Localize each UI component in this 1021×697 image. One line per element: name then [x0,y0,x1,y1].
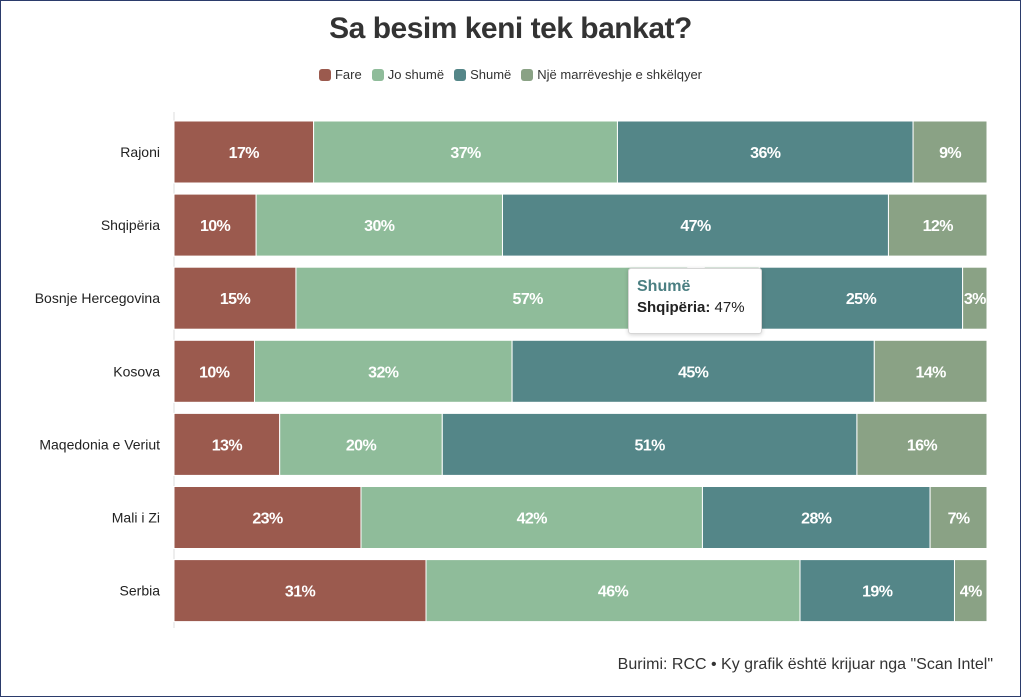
legend-swatch [318,68,331,81]
bar-segment[interactable] [173,193,257,257]
bar-segment[interactable] [701,486,931,549]
legend-label: Jo shumë [387,67,445,82]
data-label: 7% [948,511,970,528]
data-label: 51% [634,437,665,454]
legend-label: Një marrëveshje e shkëlqyer [537,67,703,82]
source-note: Burimi: RCC • Ky grafik është krijuar ng… [617,656,993,673]
chart-title: Sa besim keni tek bankat? [329,12,692,45]
legend-item[interactable]: Jo shumë [371,67,445,82]
legend-item[interactable]: Një marrëveshje e shkëlqyer [521,67,702,82]
bar-segment[interactable] [887,193,988,257]
bar-segment[interactable] [873,339,988,403]
category-label: Kosova [113,363,160,379]
bar-segment[interactable] [856,412,988,476]
tooltip-value: 47% [714,299,745,316]
bar-segment[interactable] [173,120,315,184]
data-label: 12% [923,218,954,235]
bar-segment[interactable] [173,412,281,476]
data-label: 57% [513,291,544,308]
legend-label: Shumë [470,67,512,82]
tooltip-arrow [687,259,705,268]
category-label: Serbia [120,583,161,599]
data-label: 31% [285,584,316,601]
data-label: 13% [212,437,243,454]
data-label: 10% [199,364,230,381]
bar-segment[interactable] [313,120,618,184]
legend-label: Fare [334,67,362,82]
category-label: Maqedonia e Veriut [39,436,160,452]
bar-segment[interactable] [953,559,988,623]
legend-item[interactable]: Shumë [454,67,511,82]
legend-swatch [454,68,467,81]
bar-segment[interactable] [929,486,988,549]
category-label: Rajoni [120,144,160,160]
bar-segment[interactable] [173,339,255,403]
data-label: 15% [220,291,251,308]
bar-segment[interactable] [173,266,297,330]
data-label: 4% [960,584,982,601]
data-label: 17% [229,145,260,162]
bar-segment[interactable] [616,120,914,184]
data-label: 10% [200,218,231,235]
data-label: 45% [678,364,709,381]
data-label: 23% [252,511,283,528]
chart-legend: Fare Jo shumë Shumë Një marrëveshje e shkël… [0,67,1021,82]
bar-segment[interactable] [425,559,801,623]
data-label: 46% [598,584,629,601]
data-label: 9% [939,145,961,162]
data-label: 14% [916,364,947,381]
data-label: 47% [680,218,711,235]
bar-segment[interactable] [253,339,513,403]
data-label: 16% [907,437,938,454]
legend-item[interactable]: Fare [318,67,362,82]
tooltip-series-name: Shumë [637,278,691,295]
data-label: 20% [346,437,377,454]
data-label: 3% [964,291,986,308]
bar-segment[interactable] [962,266,988,330]
bar-segment[interactable] [912,120,988,184]
legend-swatch [371,68,384,81]
chart-tooltip: Shumë Shqipëria: 47% [628,268,762,334]
data-label: 30% [364,218,395,235]
bar-segment[interactable] [511,339,875,403]
data-label: 36% [750,145,781,162]
data-label: 37% [450,145,481,162]
category-label: Mali i Zi [112,510,160,526]
data-label: 42% [517,511,548,528]
tooltip-category: Shqipëria: [637,299,711,316]
data-label: 19% [862,584,893,601]
legend-swatch [521,68,534,81]
bar-segment[interactable] [279,412,443,476]
bar-segment[interactable] [360,486,703,549]
category-label: Shqipëria [101,217,160,233]
bar-segment[interactable] [501,193,889,257]
data-label: 32% [368,364,399,381]
tooltip-line: Shqipëria: 47% [637,299,753,316]
data-label: 28% [801,511,832,528]
category-label: Bosnje Hercegovina [35,290,161,306]
data-label: 25% [846,291,877,308]
